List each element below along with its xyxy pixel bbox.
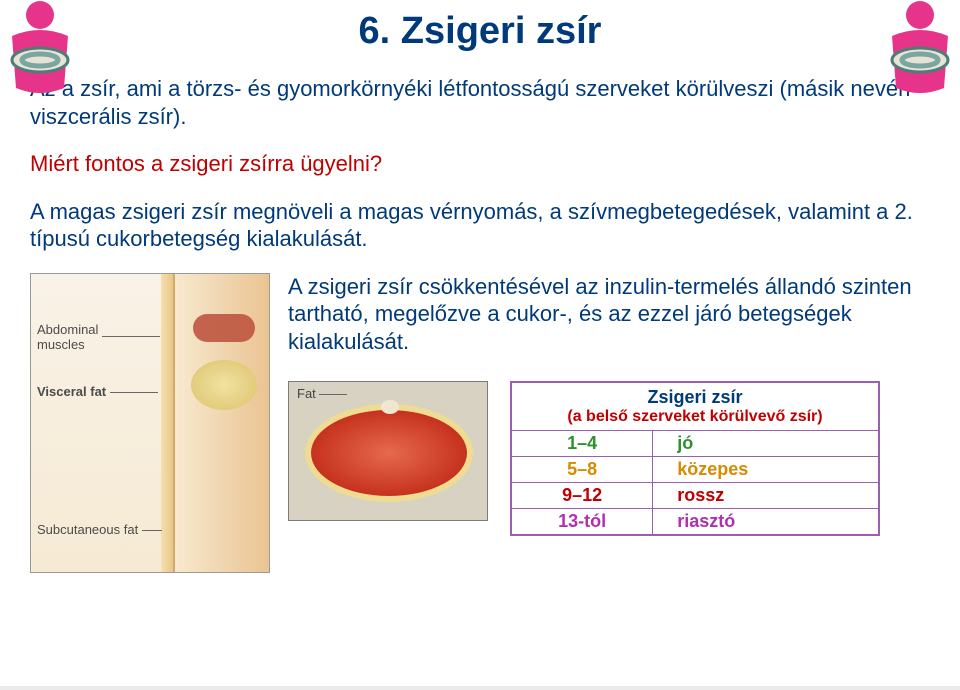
rating-label: riasztó xyxy=(653,509,879,536)
body-measure-icon xyxy=(880,0,960,98)
fat-label: Fat xyxy=(297,386,347,401)
rating-table: Zsigeri zsír (a belső szerveket körülvev… xyxy=(510,381,880,536)
rating-table-subtitle: (a belső szerveket körülvevő zsír) xyxy=(520,408,870,426)
rating-label: jó xyxy=(653,431,879,457)
cross-section-illustration: Fat xyxy=(288,381,488,521)
rating-table-title: Zsigeri zsír (a belső szerveket körülvev… xyxy=(511,382,879,431)
rating-range: 1–4 xyxy=(511,431,653,457)
intro-paragraph: Az a zsír, ami a törzs- és gyomorkörnyék… xyxy=(30,75,930,130)
rating-label: rossz xyxy=(653,483,879,509)
rating-row: 5–8közepes xyxy=(511,457,879,483)
rating-range: 9–12 xyxy=(511,483,653,509)
anatomy-label-subcutaneous: Subcutaneous fat xyxy=(37,522,162,537)
anatomy-illustration: Abdominal muscles Visceral fat Subcutane… xyxy=(30,273,270,573)
page-title: 6. Zsigeri zsír xyxy=(30,10,930,53)
body-measure-icon xyxy=(0,0,80,98)
rating-row: 13-tólriasztó xyxy=(511,509,879,536)
rating-row: 9–12rossz xyxy=(511,483,879,509)
risk-paragraph: A magas zsigeri zsír megnöveli a magas v… xyxy=(30,198,930,253)
rating-row: 1–4jó xyxy=(511,431,879,457)
anatomy-label-visceral: Visceral fat xyxy=(37,384,158,399)
rating-range: 5–8 xyxy=(511,457,653,483)
footer-divider xyxy=(0,686,960,690)
rating-label: közepes xyxy=(653,457,879,483)
why-heading: Miért fontos a zsigeri zsírra ügyelni? xyxy=(30,150,930,178)
rating-range: 13-tól xyxy=(511,509,653,536)
anatomy-label-abdominal: Abdominal muscles xyxy=(37,322,160,352)
reduce-paragraph: A zsigeri zsír csökkentésével az inzulin… xyxy=(288,273,930,356)
